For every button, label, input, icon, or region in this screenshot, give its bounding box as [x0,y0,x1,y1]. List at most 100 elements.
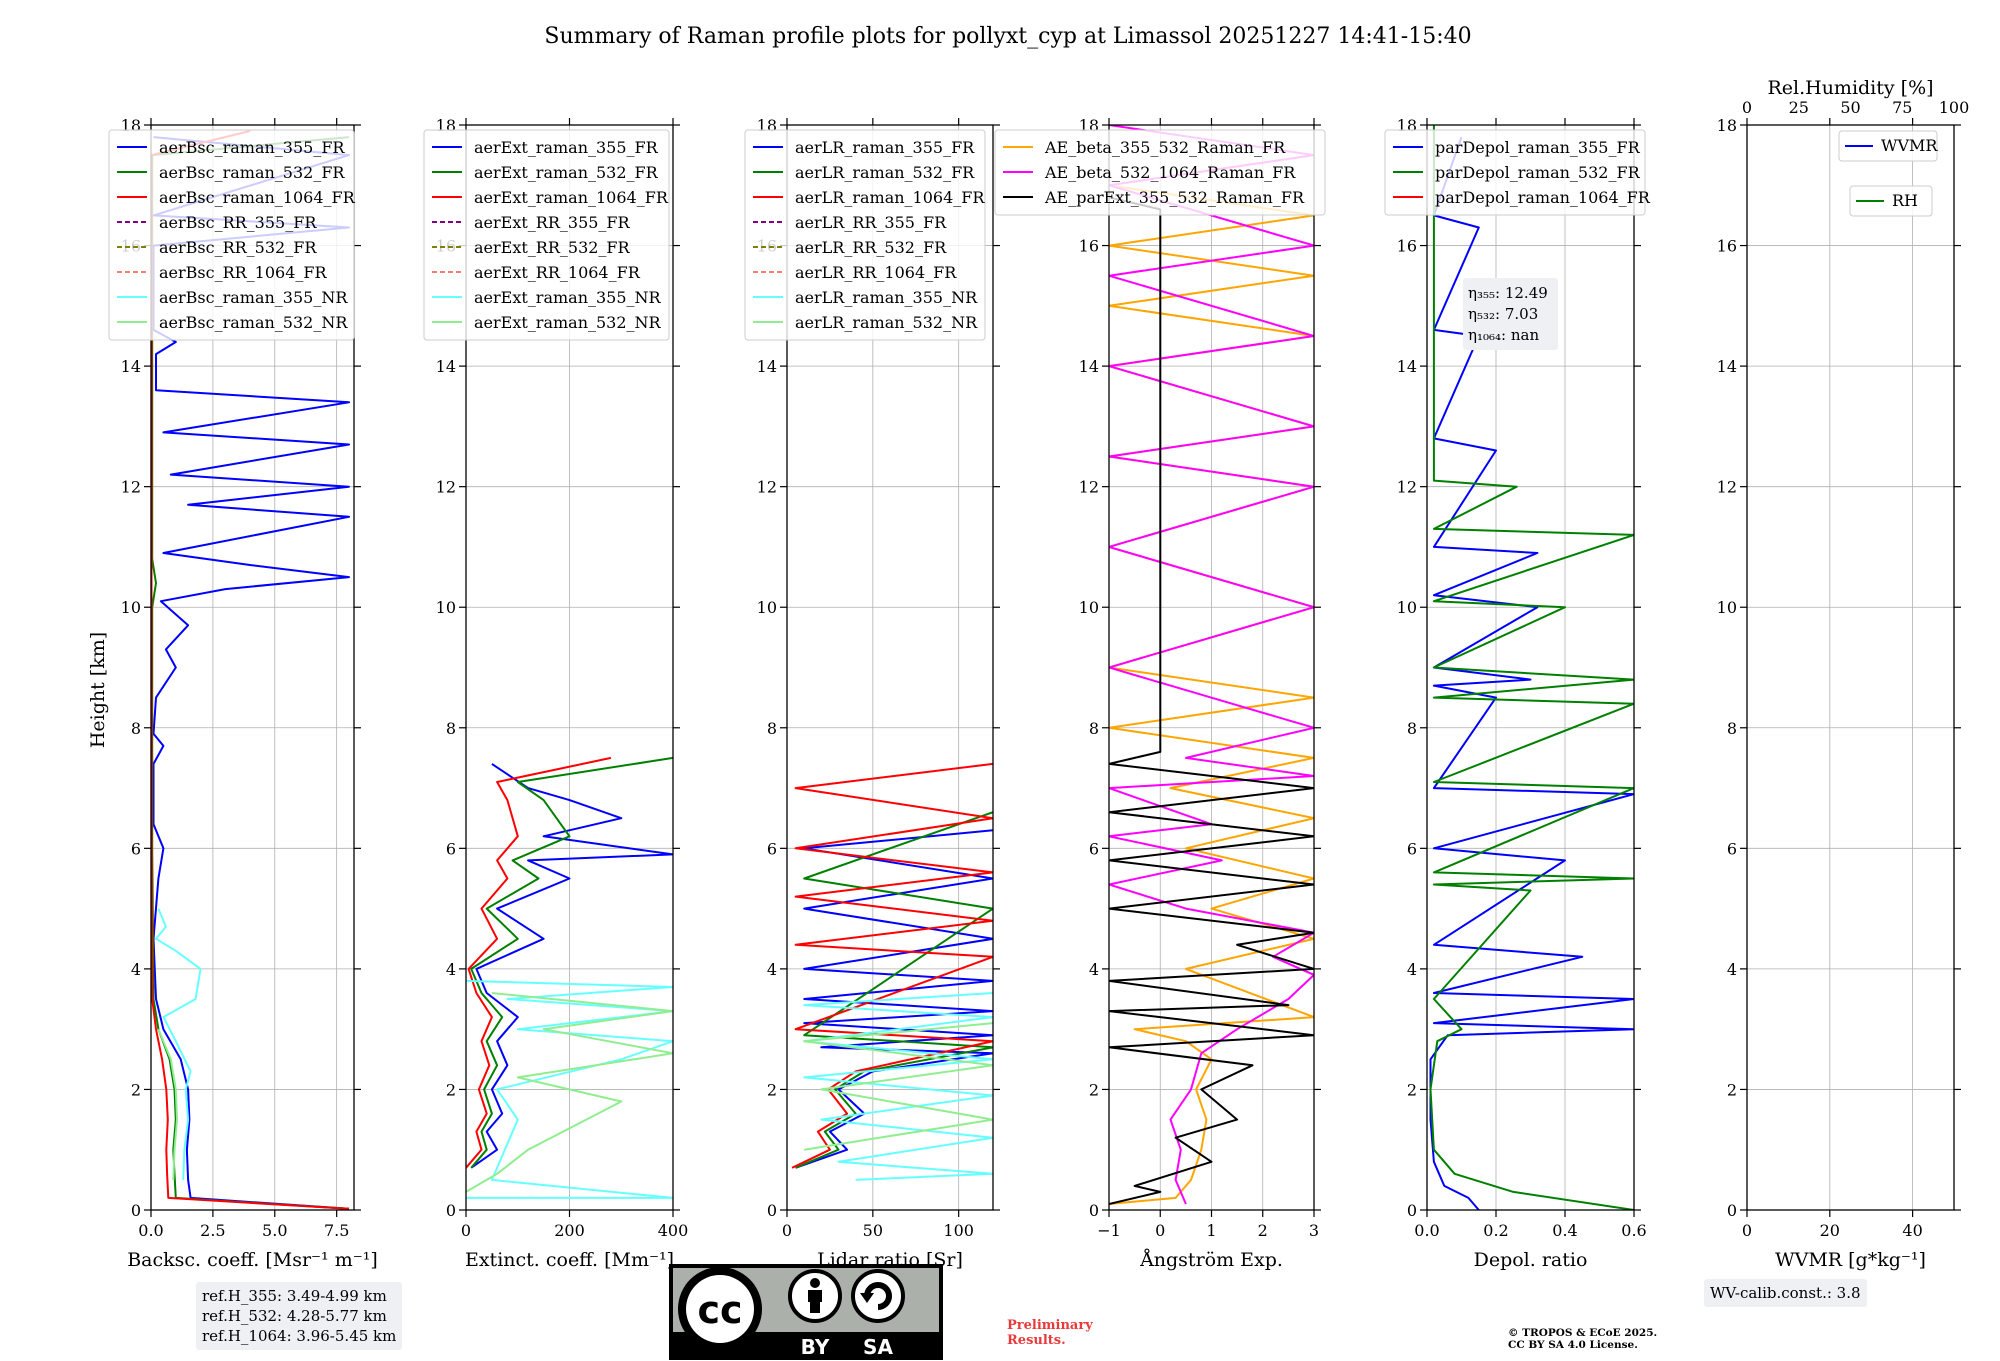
legend-label: AE_parExt_355_532_Raman_FR [1044,188,1305,207]
y-tick-label: 14 [1397,357,1417,376]
series-line-AE_parExt_355_532_Raman_FR [1109,196,1314,1205]
ref-height-532: ref.H_532: 4.28-5.77 km [202,1307,387,1325]
y-tick-label: 6 [1089,839,1099,858]
legend-label: aerBsc_raman_532_NR [159,313,348,332]
panel-1: 0.02.55.07.5024681012141618Backsc. coeff… [108,116,378,1271]
legend-label: parDepol_raman_1064_FR [1435,188,1651,207]
y-tick-label: 6 [131,839,141,858]
series-line-aerExt_raman_355_FR [470,763,673,1169]
x-tick-label: 1 [1206,1221,1216,1240]
axes-frame [1426,124,1635,1211]
copyright-line-1: © TROPOS & ECoE 2025. [1508,1327,1658,1339]
x-axis-label: Backsc. coeff. [Msr⁻¹ m⁻¹] [127,1249,378,1271]
x-tick-label: 400 [658,1221,689,1240]
y-tick-label: 4 [1727,960,1737,979]
x-tick-label: 0 [1742,1221,1752,1240]
legend-label: aerBsc_RR_355_FR [159,213,317,232]
legend-label: aerLR_raman_1064_FR [795,188,985,207]
x-tick-label: 200 [554,1221,585,1240]
by-icon-legs [810,1301,820,1313]
x-tick-label: 0.0 [138,1221,163,1240]
copyright-note: © TROPOS & ECoE 2025. CC BY SA 4.0 Licen… [1508,1327,1657,1351]
legend-label: aerExt_raman_532_NR [474,313,662,332]
legend-frame [108,129,355,341]
y-tick-label: 12 [436,478,456,497]
panel-2: 0200400024681012141618Extinct. coeff. [M… [423,116,689,1271]
y-tick-label: 12 [1717,478,1737,497]
y-tick-label: 2 [767,1080,777,1099]
top-tick-label: 25 [1789,98,1809,117]
legend-frame [423,129,670,341]
x-tick-label: 0.0 [1414,1221,1439,1240]
badge-by-label: BY [801,1335,830,1359]
y-tick-label: 0 [1089,1201,1099,1220]
legend-frame [744,129,986,341]
legend-label: aerBsc_raman_1064_FR [159,188,356,207]
legend-label: aerLR_raman_355_FR [795,138,975,157]
y-tick-label: 0 [767,1201,777,1220]
series-line-AE_beta_532_1064_Raman_FR [1109,125,1314,1205]
sa-icon-arc [864,1282,892,1310]
y-tick-label: 12 [1079,478,1099,497]
x-tick-label: 0 [461,1221,471,1240]
y-tick-label: 4 [1407,960,1417,979]
sa-icon [851,1269,905,1323]
legend: aerExt_raman_355_FR aerExt_raman_532_FRae… [423,129,670,341]
legend-label: aerExt_RR_1064_FR [474,263,641,282]
legend-label: parDepol_raman_532_FR [1435,163,1641,182]
x-tick-label: 7.5 [324,1221,349,1240]
y-tick-label: 2 [1089,1080,1099,1099]
ref-height-355: ref.H_355: 3.49-4.99 km [202,1287,387,1305]
legend-label: AE_beta_355_532_Raman_FR [1044,138,1286,157]
x-tick-label: 0 [1155,1221,1165,1240]
series-line-aerBsc_raman_532_NR [157,1028,178,1180]
legend-frame [994,129,1326,216]
preliminary-results-note: Preliminary Results. [1007,1318,1093,1348]
y-tick-label: 10 [1717,598,1737,617]
y-tick-label: 4 [767,960,777,979]
y-tick-label: 0 [131,1201,141,1220]
series-line-AE_beta_355_532_Raman_FR [1109,154,1314,1205]
y-tick-label: 14 [757,357,777,376]
x-tick-label: 100 [943,1221,974,1240]
eta-annotation-line: η₅₃₂: 7.03 [1468,305,1538,323]
y-tick-label: 0 [446,1201,456,1220]
legend: parDepol_raman_355_FR parDepol_raman_532_… [1384,129,1651,216]
eta-annotation-line: η₁₀₆₄: nan [1468,326,1539,344]
axes-frame [1108,124,1315,1211]
legend-label: aerLR_RR_1064_FR [795,263,957,282]
x-tick-label: 0.4 [1552,1221,1577,1240]
legend-label: aerBsc_RR_532_FR [159,238,317,257]
figure-title: Summary of Raman profile plots for polly… [544,24,1471,49]
series-line-aerBsc_raman_355_NR [155,908,202,1180]
legend: aerLR_raman_355_FR aerLR_raman_532_FR aerL… [744,129,986,341]
legend-label: aerBsc_RR_1064_FR [159,263,328,282]
legend: aerBsc_raman_355_FR aerBsc_raman_532_FRae… [108,129,356,341]
x-tick-label: 0.2 [1483,1221,1508,1240]
legend-label: aerExt_raman_1064_FR [474,188,669,207]
by-icon-body [808,1290,822,1302]
y-axis-label: Height [km] [87,632,109,748]
y-tick-label: 6 [767,839,777,858]
y-tick-label: 8 [1727,719,1737,738]
top-tick-label: 0 [1742,98,1752,117]
legend-label: AE_beta_532_1064_Raman_FR [1044,163,1296,182]
axes-frame [1746,124,1955,1211]
legend-box-wvmr: WVMR [1838,130,1938,162]
legend-label: aerLR_raman_532_NR [795,313,978,332]
badge-cc-disc [686,1275,754,1343]
legend-frame [1849,185,1933,217]
series-line-aerExt_raman_532_NR [466,992,673,1193]
series-line-parDepol_raman_355_FR [1429,136,1634,1210]
legend-label: aerLR_raman_355_NR [795,288,978,307]
x-tick-label: 0.6 [1621,1221,1646,1240]
top-tick-label: 50 [1840,98,1860,117]
y-tick-label: 2 [1727,1080,1737,1099]
top-axis-label: Rel.Humidity [%] [1767,77,1933,99]
x-tick-label: 0 [782,1221,792,1240]
y-tick-label: 8 [767,719,777,738]
y-tick-label: 4 [131,960,141,979]
x-axis-label: Ångström Exp. [1139,1249,1283,1271]
